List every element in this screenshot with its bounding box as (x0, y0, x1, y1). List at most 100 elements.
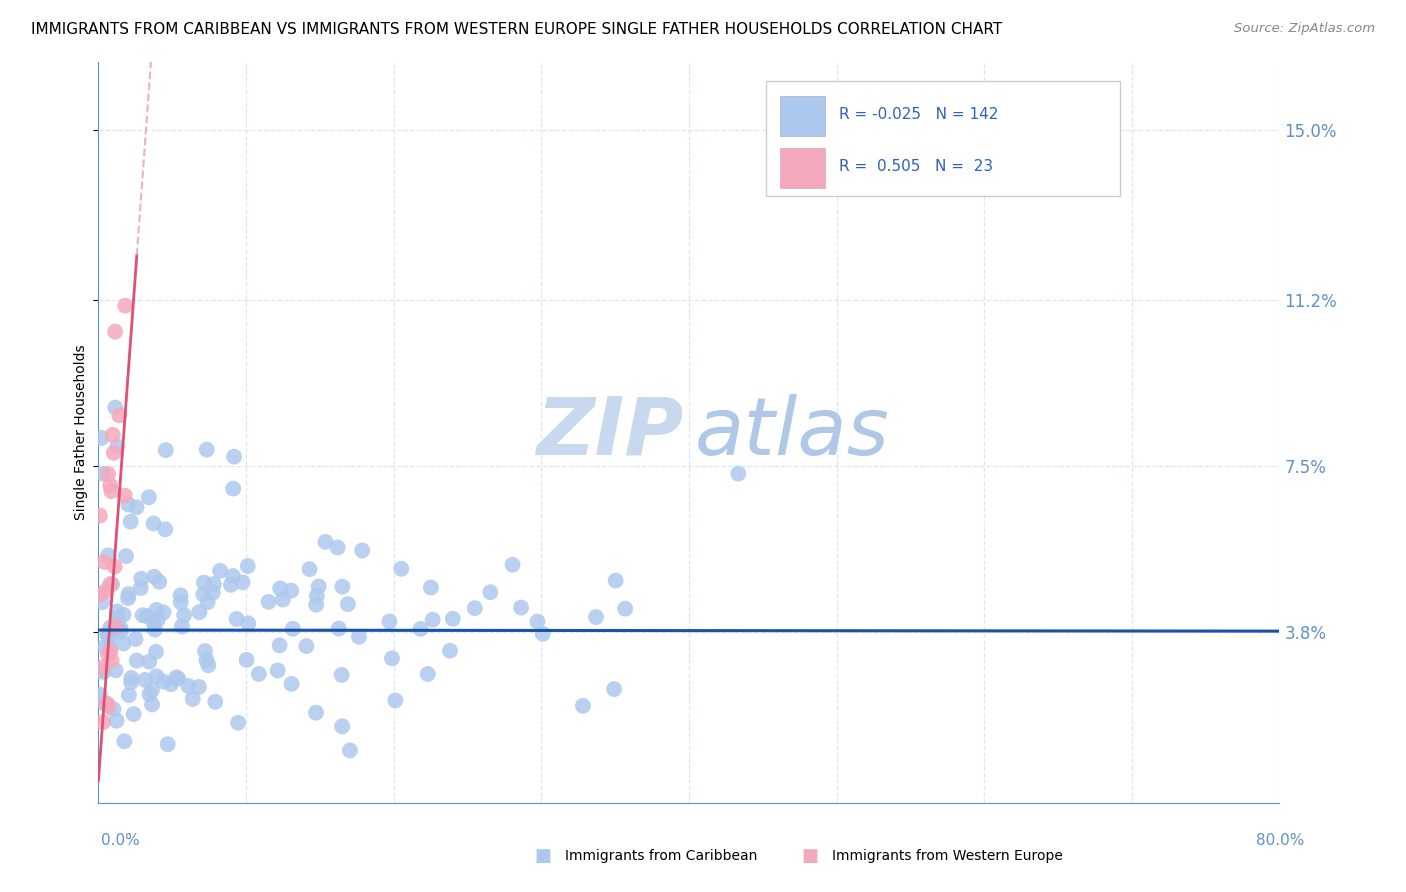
Point (100, 484, 122, 499)
Point (145, 669, 167, 683)
Text: IMMIGRANTS FROM CARIBBEAN VS IMMIGRANTS FROM WESTERN EUROPE SINGLE FATHER HOUSEH: IMMIGRANTS FROM CARIBBEAN VS IMMIGRANTS … (31, 22, 1002, 37)
Point (235, 653, 257, 667)
Point (441, 612, 464, 626)
Point (197, 658, 219, 673)
Point (89, 664, 111, 678)
Point (91, 467, 114, 481)
Point (100, 644, 122, 658)
Point (125, 500, 148, 515)
Point (308, 579, 330, 593)
Point (97, 548, 120, 562)
Point (336, 597, 359, 611)
Point (209, 564, 232, 578)
Point (112, 607, 135, 622)
Point (328, 622, 350, 636)
Point (98, 630, 121, 644)
Point (347, 630, 370, 644)
Text: R =  0.505   N =  23: R = 0.505 N = 23 (839, 159, 993, 174)
Point (98, 620, 121, 634)
Point (104, 663, 127, 677)
Point (142, 615, 165, 630)
Point (330, 719, 353, 733)
Point (118, 688, 141, 702)
Y-axis label: Single Father Households: Single Father Households (75, 345, 89, 520)
Point (105, 439, 128, 453)
Point (464, 601, 486, 615)
Text: Source: ZipAtlas.com: Source: ZipAtlas.com (1234, 22, 1375, 36)
Point (193, 587, 215, 601)
Point (122, 707, 145, 722)
Point (281, 622, 304, 636)
Point (188, 605, 211, 619)
Point (138, 687, 160, 701)
Point (112, 636, 135, 650)
Point (510, 600, 533, 615)
Point (170, 619, 193, 633)
Point (181, 692, 204, 706)
Point (100, 654, 122, 668)
Point (125, 654, 148, 668)
Point (120, 671, 142, 685)
Point (104, 559, 127, 574)
Point (108, 409, 131, 423)
Point (187, 680, 209, 694)
Point (131, 608, 153, 623)
Point (148, 574, 170, 589)
Point (222, 482, 245, 496)
Point (603, 682, 626, 697)
Point (177, 679, 200, 693)
Point (378, 615, 401, 629)
Text: ■: ■ (534, 847, 551, 865)
Point (145, 645, 167, 659)
Point (502, 558, 524, 572)
Point (224, 450, 246, 464)
Point (201, 585, 224, 599)
Point (238, 616, 260, 631)
Point (153, 674, 176, 689)
Point (160, 677, 183, 691)
Point (138, 655, 160, 669)
Point (225, 612, 247, 626)
Point (120, 675, 142, 690)
Point (141, 683, 163, 698)
Point (194, 644, 217, 658)
Point (155, 443, 177, 458)
Point (330, 668, 353, 682)
Point (117, 587, 139, 601)
FancyBboxPatch shape (780, 147, 825, 188)
Point (384, 693, 406, 707)
Point (98, 577, 121, 591)
Point (389, 562, 412, 576)
Point (110, 621, 132, 635)
Point (295, 639, 318, 653)
Point (141, 698, 163, 712)
Point (105, 604, 128, 618)
Point (531, 627, 554, 641)
Point (419, 581, 441, 595)
FancyBboxPatch shape (780, 95, 825, 136)
Point (409, 622, 432, 636)
Point (104, 620, 127, 634)
Point (727, 467, 749, 481)
Point (298, 562, 321, 576)
Text: Immigrants from Caribbean: Immigrants from Caribbean (565, 849, 758, 863)
Point (101, 428, 124, 442)
Point (104, 325, 127, 339)
Point (156, 737, 179, 751)
Point (585, 610, 607, 624)
Point (93, 665, 115, 679)
Point (269, 582, 291, 596)
Point (195, 442, 218, 457)
Point (89, 508, 111, 523)
Text: ■: ■ (801, 847, 818, 865)
Point (605, 574, 627, 588)
Point (416, 667, 439, 681)
Point (124, 632, 146, 646)
Point (96, 697, 118, 711)
Point (195, 653, 218, 667)
Point (219, 578, 242, 592)
Point (94, 640, 117, 654)
Point (110, 624, 132, 639)
Point (339, 743, 361, 757)
Point (257, 595, 280, 609)
